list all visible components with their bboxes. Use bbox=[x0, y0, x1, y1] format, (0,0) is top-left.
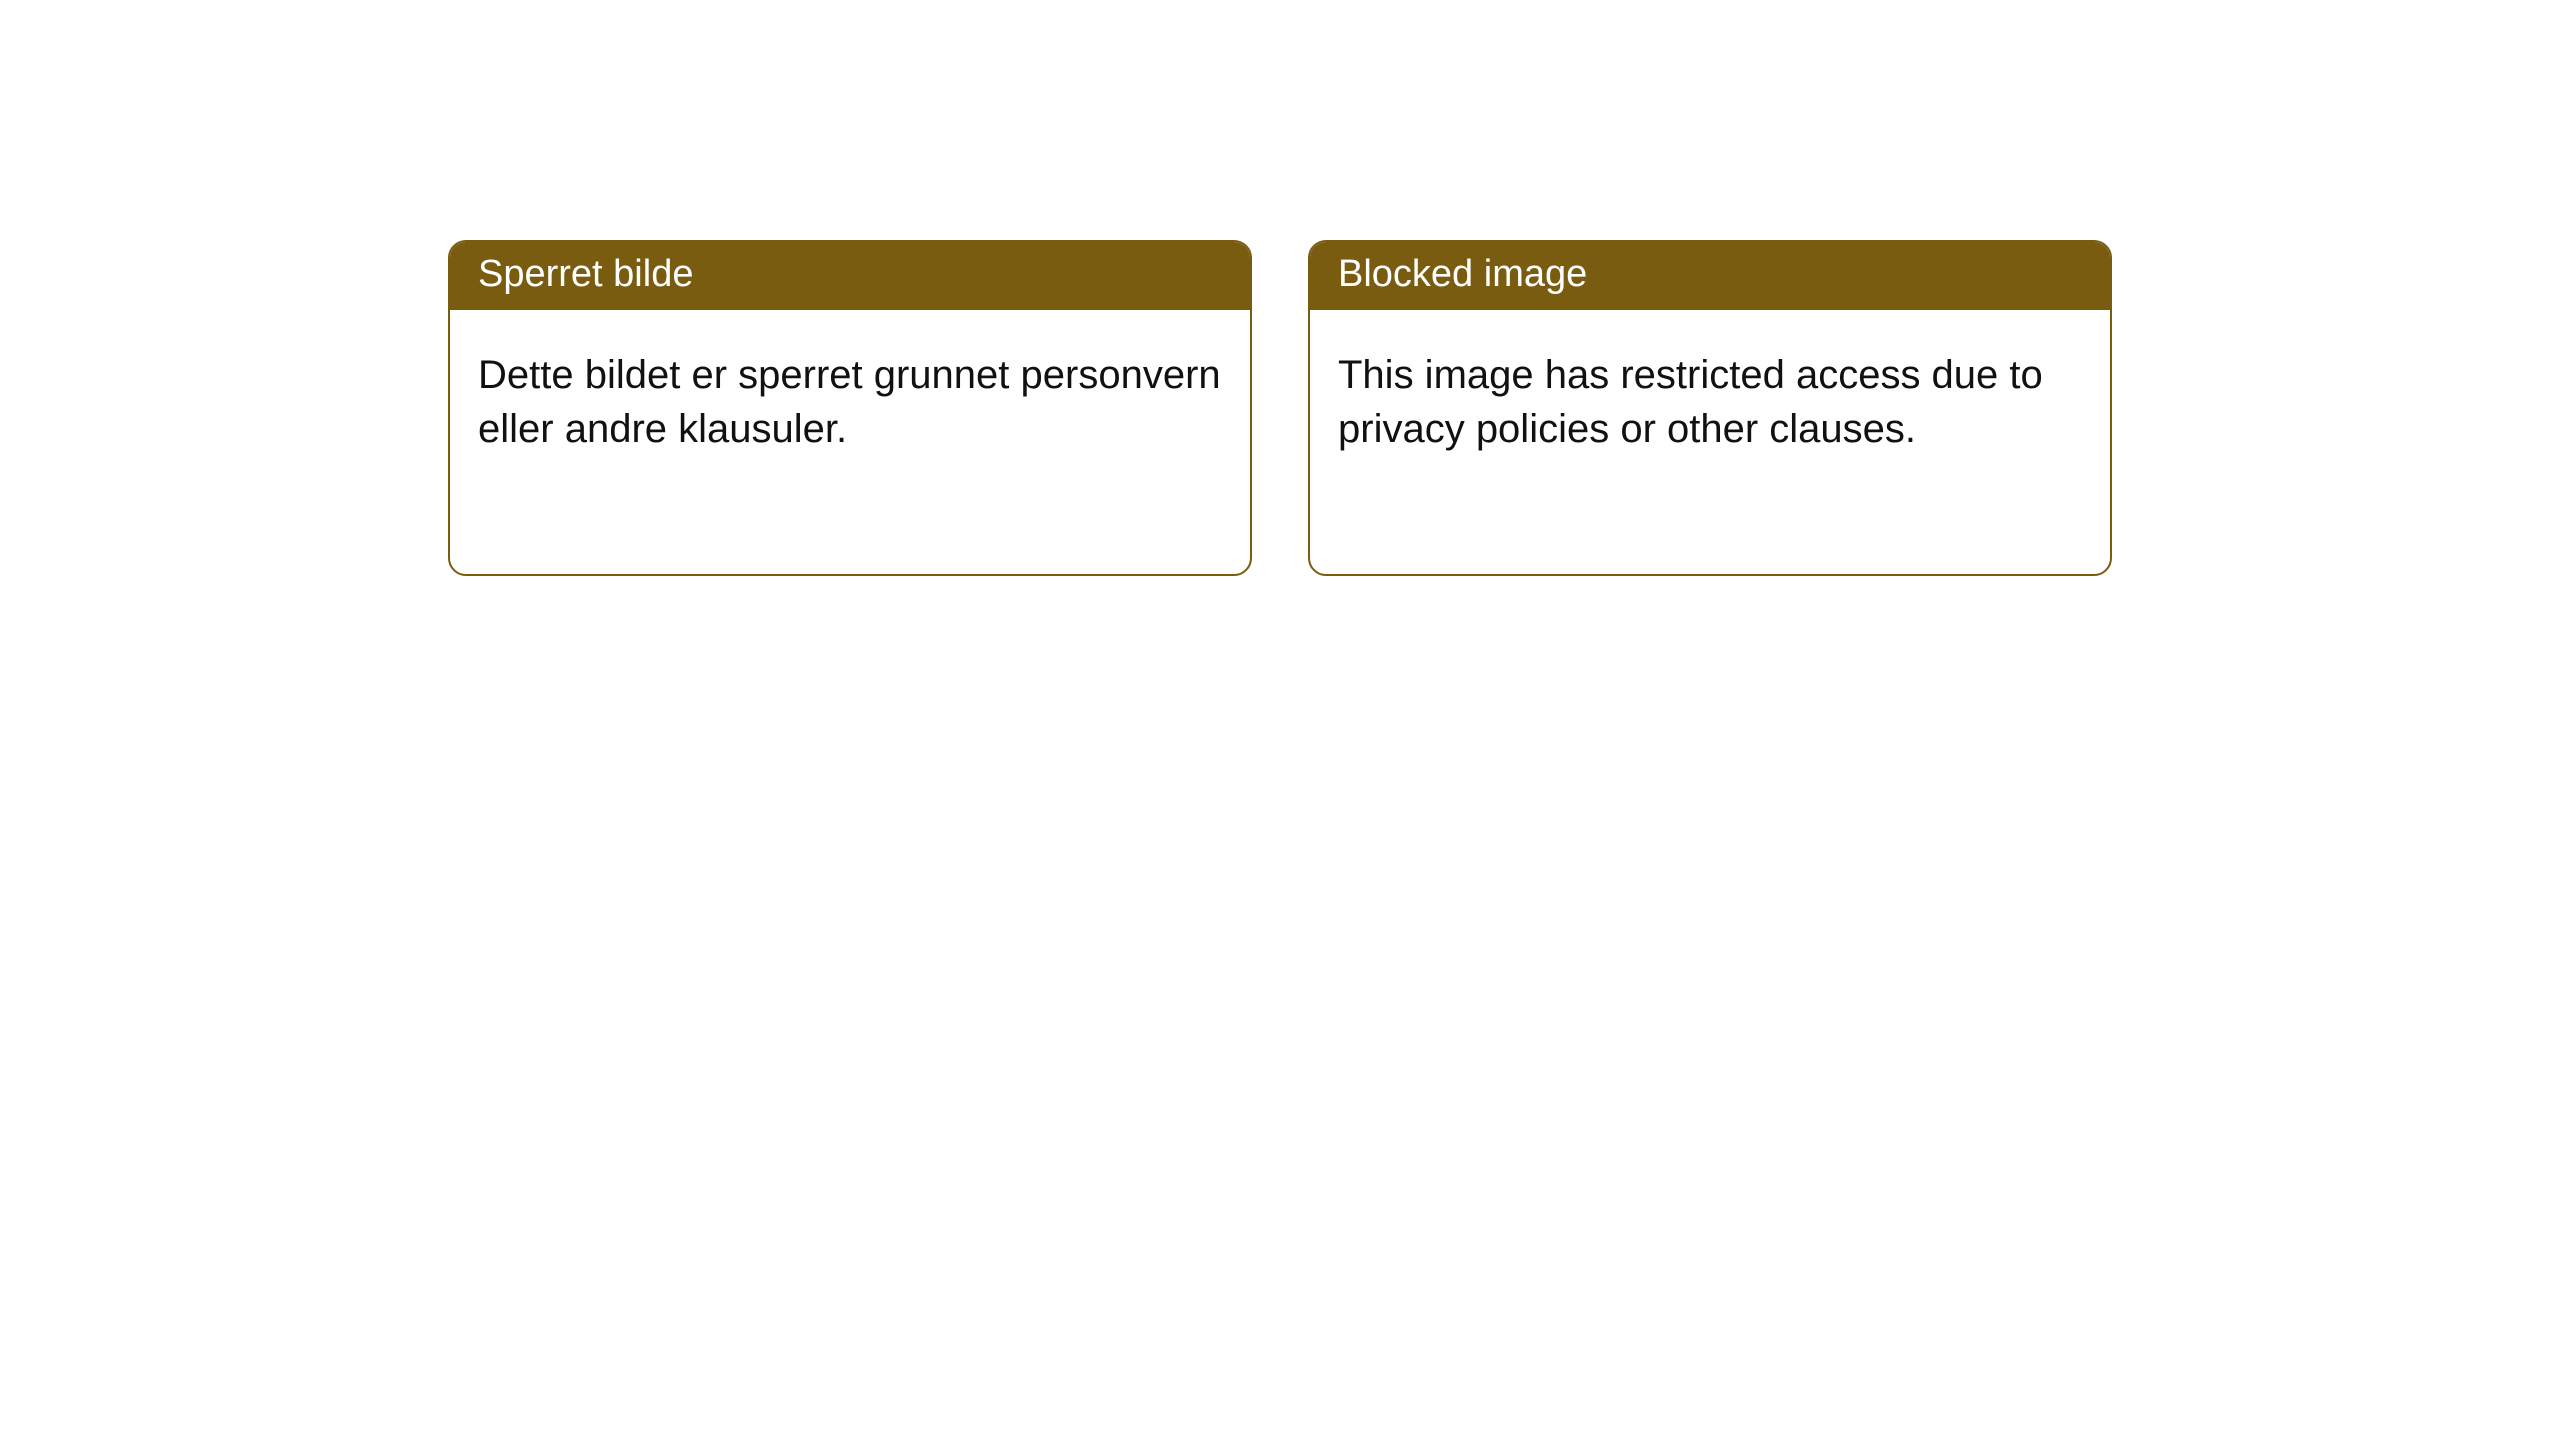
notice-box-english: Blocked image This image has restricted … bbox=[1308, 240, 2112, 576]
notice-container: Sperret bilde Dette bildet er sperret gr… bbox=[0, 0, 2560, 576]
notice-title-english: Blocked image bbox=[1338, 253, 1587, 295]
notice-header-english: Blocked image bbox=[1310, 242, 2110, 310]
notice-text-norwegian: Dette bildet er sperret grunnet personve… bbox=[478, 353, 1221, 451]
notice-header-norwegian: Sperret bilde bbox=[450, 242, 1250, 310]
notice-box-norwegian: Sperret bilde Dette bildet er sperret gr… bbox=[448, 240, 1252, 576]
notice-title-norwegian: Sperret bilde bbox=[478, 253, 693, 295]
notice-text-english: This image has restricted access due to … bbox=[1338, 353, 2043, 451]
notice-body-norwegian: Dette bildet er sperret grunnet personve… bbox=[450, 310, 1250, 484]
notice-body-english: This image has restricted access due to … bbox=[1310, 310, 2110, 484]
